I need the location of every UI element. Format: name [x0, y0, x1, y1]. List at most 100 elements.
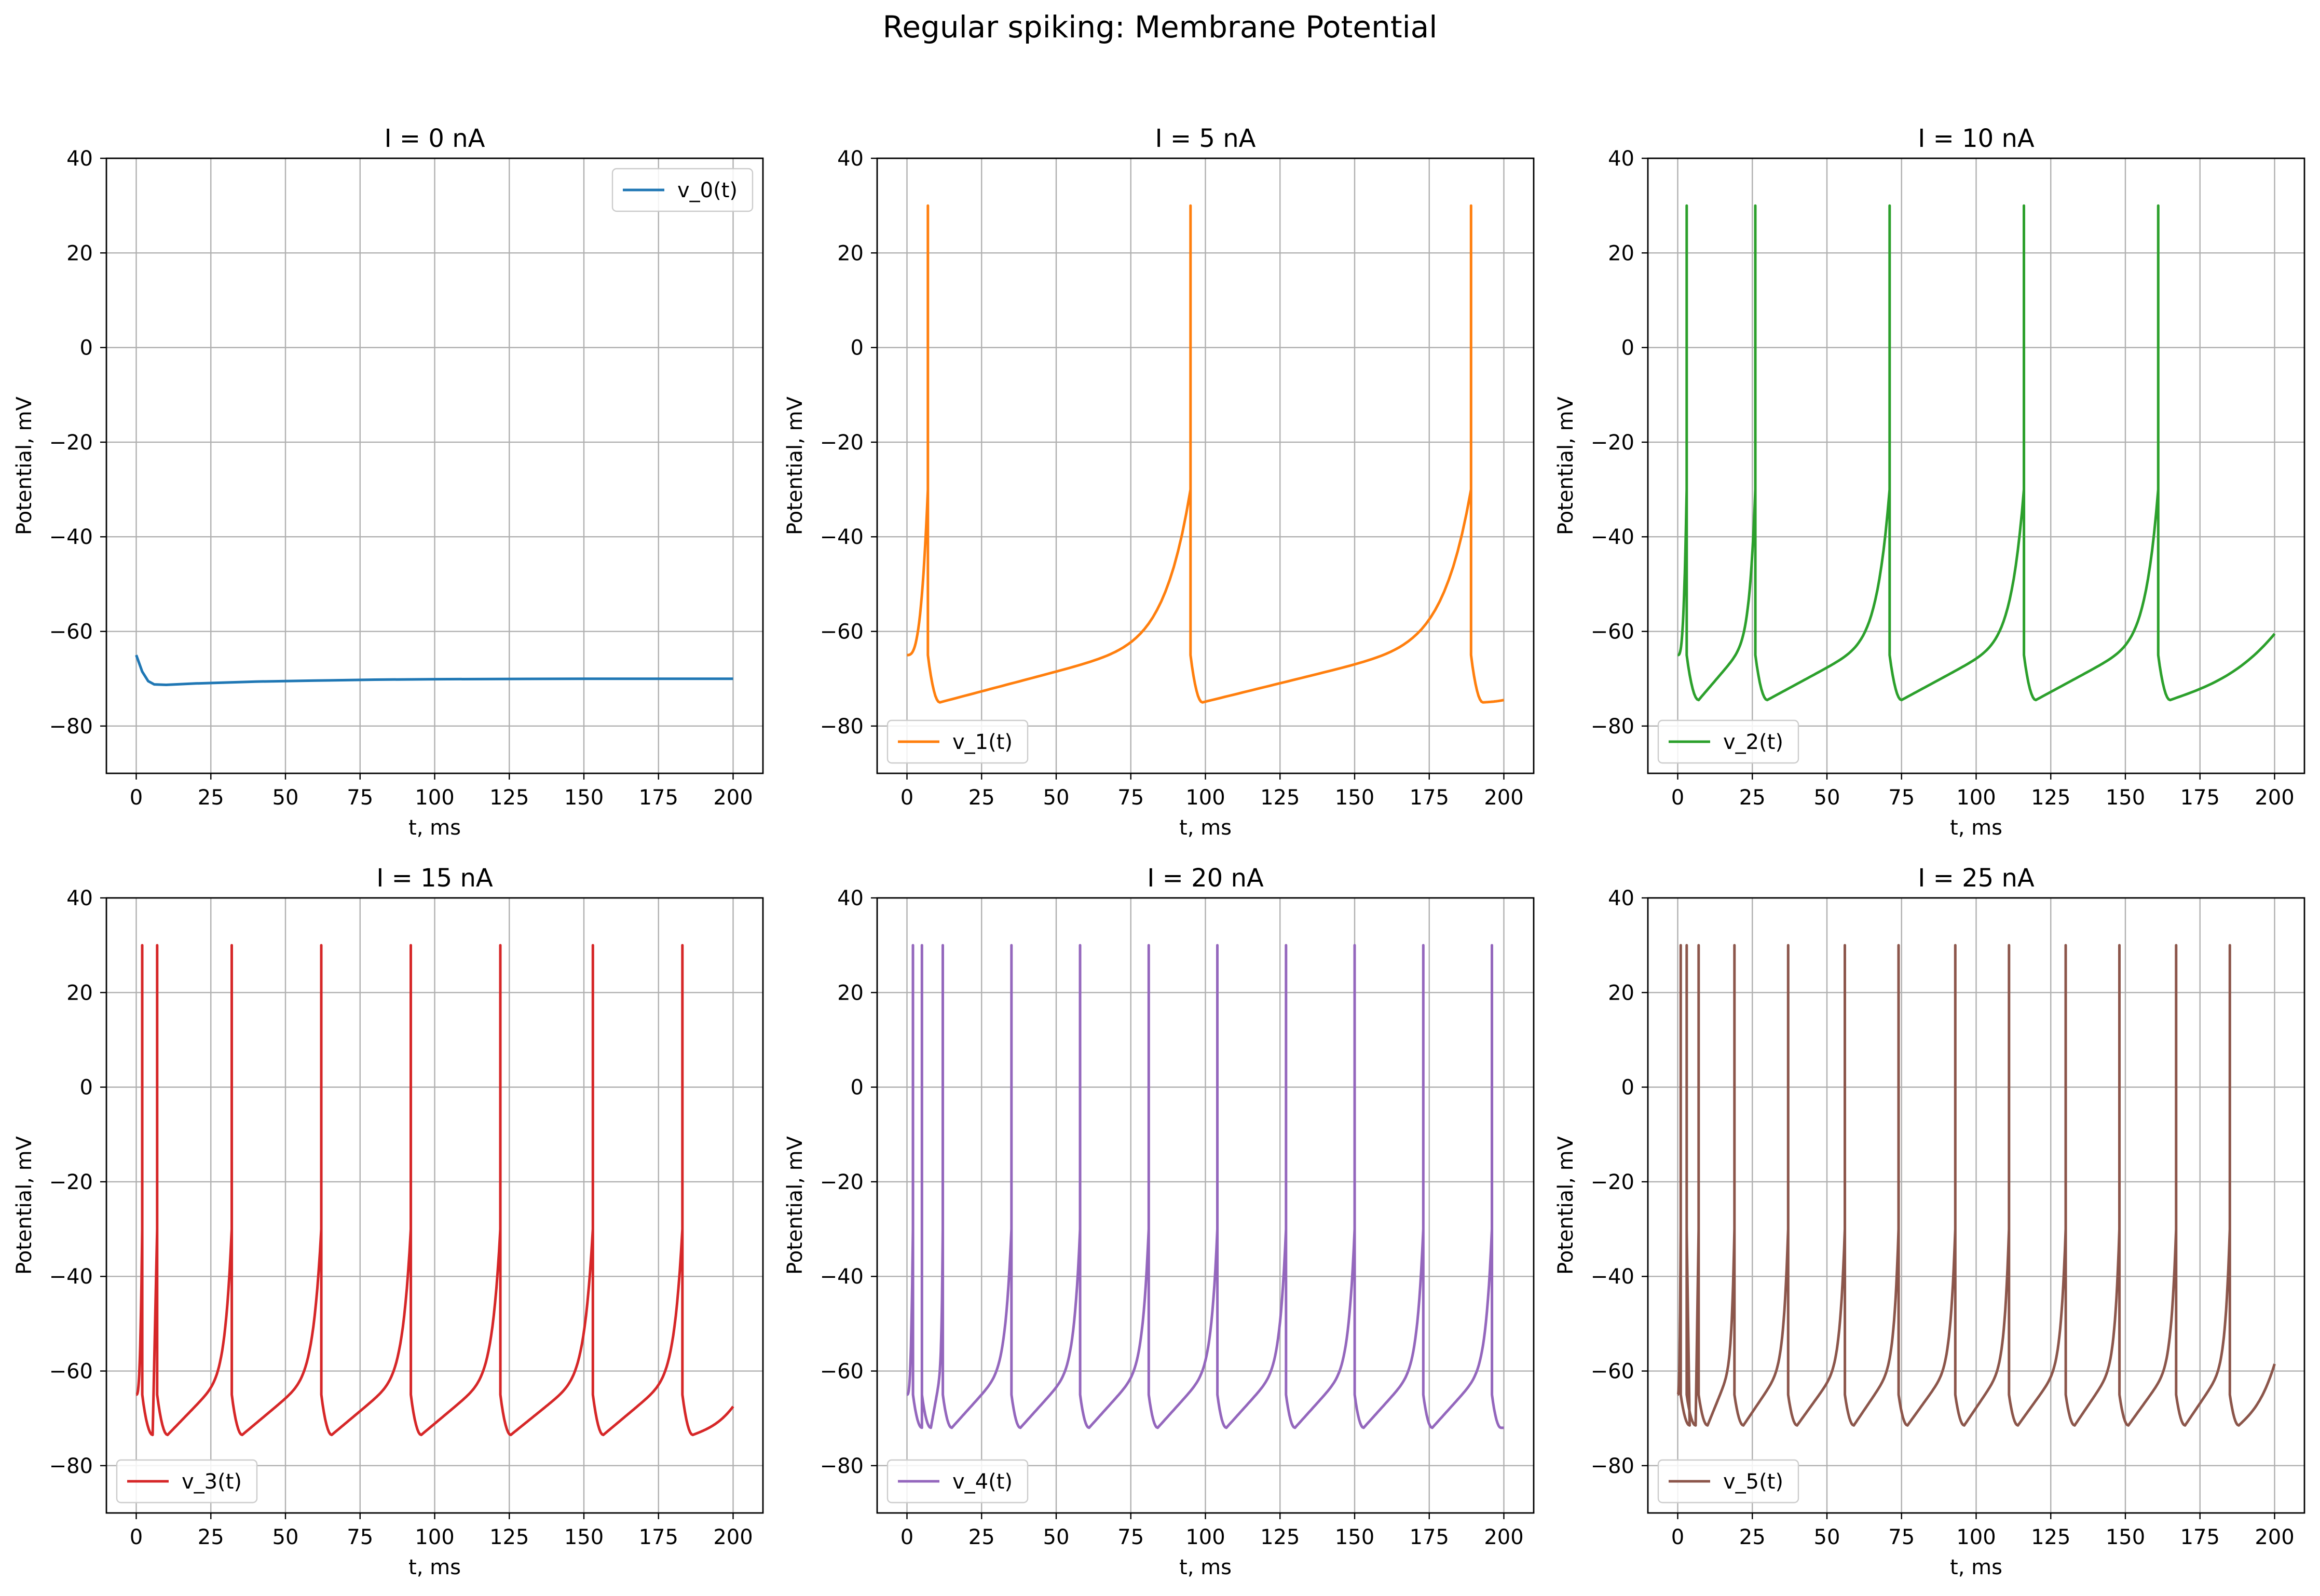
x-tick-label: 125	[1260, 1525, 1300, 1549]
x-tick-label: 150	[564, 1525, 604, 1549]
subplot-5: 0 25 50 75 100 125 150 175 200 −80 −60 −40 −20 0 20 40 I…	[783, 864, 1535, 1579]
x-tick-label: 75	[1117, 1525, 1144, 1549]
x-tick-label: 50	[1043, 1525, 1070, 1549]
y-tick-label: −60	[820, 620, 864, 644]
x-tick-label: 200	[1484, 786, 1523, 810]
x-tick-label: 100	[1956, 786, 1996, 810]
y-tick-label: −40	[49, 525, 93, 549]
x-tick-label: 150	[2106, 1525, 2145, 1549]
y-tick-label: −80	[820, 1454, 864, 1478]
subplot-6: 0 25 50 75 100 125 150 175 200 −80 −60 −40 −20 0 20 40 I…	[1554, 864, 2305, 1579]
x-axis-label: t, ms	[1179, 816, 1232, 840]
x-tick-label: 125	[1260, 786, 1300, 810]
series-line-v_5(t)	[1676, 944, 2276, 1427]
subplot-title: I = 25 nA	[1918, 864, 2035, 893]
legend: v_5(t)	[1657, 1459, 1799, 1504]
y-tick-label: −60	[49, 620, 93, 644]
x-tick-label: 200	[713, 786, 753, 810]
x-tick-label: 25	[198, 1525, 224, 1549]
x-tick-label: 75	[1888, 1525, 1915, 1549]
y-tick-label: −60	[49, 1360, 93, 1384]
legend-box	[1657, 719, 1799, 764]
x-tick-label: 200	[2255, 1525, 2294, 1549]
x-tick-label: 175	[639, 786, 678, 810]
y-tick-label: 20	[66, 981, 93, 1005]
legend: v_4(t)	[886, 1459, 1029, 1504]
y-tick-label: −20	[1591, 1170, 1634, 1194]
x-tick-label: 50	[272, 1525, 299, 1549]
x-tick-label: 175	[2180, 1525, 2220, 1549]
legend-label: v_5(t)	[1723, 1470, 1783, 1494]
y-tick-label: −40	[820, 1265, 864, 1289]
x-tick-label: 75	[1888, 786, 1915, 810]
y-tick-label: 0	[80, 1076, 93, 1100]
series-line-v_3(t)	[135, 944, 734, 1437]
x-tick-label: 0	[1671, 786, 1684, 810]
x-tick-label: 100	[415, 786, 454, 810]
x-tick-label: 200	[713, 1525, 753, 1549]
y-tick-label: −80	[1591, 715, 1634, 739]
x-axis-label: t, ms	[408, 1556, 461, 1579]
x-tick-label: 0	[900, 786, 913, 810]
x-tick-label: 175	[1410, 786, 1449, 810]
x-tick-label: 175	[1410, 1525, 1449, 1549]
legend-label: v_2(t)	[1723, 730, 1783, 754]
x-axis-label: t, ms	[1179, 1556, 1232, 1579]
x-tick-label: 200	[2255, 786, 2294, 810]
y-tick-label: 40	[837, 886, 864, 910]
x-tick-label: 125	[2031, 786, 2070, 810]
y-tick-label: −20	[49, 431, 93, 455]
legend-box	[886, 719, 1029, 764]
y-tick-label: −40	[1591, 525, 1634, 549]
x-tick-label: 50	[1814, 1525, 1840, 1549]
y-tick-label: 20	[1608, 241, 1634, 265]
x-axis-label: t, ms	[1950, 1556, 2002, 1579]
y-tick-label: −20	[1591, 431, 1634, 455]
y-tick-label: −60	[1591, 620, 1634, 644]
subplot-title: I = 20 nA	[1147, 864, 1264, 893]
x-tick-label: 100	[415, 1525, 454, 1549]
y-tick-label: 40	[66, 886, 93, 910]
y-tick-label: 40	[1608, 886, 1634, 910]
x-tick-label: 150	[1335, 786, 1374, 810]
x-tick-label: 0	[130, 1525, 143, 1549]
x-tick-label: 175	[639, 1525, 678, 1549]
legend-label: v_0(t)	[677, 179, 738, 202]
legend-label: v_1(t)	[952, 730, 1013, 754]
legend: v_2(t)	[1657, 719, 1799, 764]
x-tick-label: 50	[272, 786, 299, 810]
x-tick-label: 0	[130, 786, 143, 810]
y-tick-label: 20	[837, 981, 864, 1005]
x-tick-label: 175	[2180, 786, 2220, 810]
subplot-4: 0 25 50 75 100 125 150 175 200 −80 −60 −40 −20 0 20 40 I…	[12, 864, 764, 1579]
subplot-title: I = 0 nA	[385, 124, 485, 153]
y-axis-label: Potential, mV	[1554, 1136, 1578, 1275]
y-tick-label: −60	[1591, 1360, 1634, 1384]
x-tick-label: 50	[1814, 786, 1840, 810]
x-tick-label: 25	[968, 786, 995, 810]
figure-title: Regular spiking: Membrane Potential	[882, 9, 1438, 45]
y-tick-label: 0	[851, 1076, 864, 1100]
x-tick-label: 125	[2031, 1525, 2070, 1549]
y-tick-label: −80	[49, 715, 93, 739]
y-tick-label: −20	[820, 1170, 864, 1194]
subplot-title: I = 5 nA	[1155, 124, 1256, 153]
legend: v_1(t)	[886, 719, 1029, 764]
y-tick-label: −40	[49, 1265, 93, 1289]
x-tick-label: 25	[1739, 1525, 1766, 1549]
y-axis-label: Potential, mV	[12, 396, 36, 535]
x-axis-label: t, ms	[1950, 816, 2002, 840]
x-tick-label: 100	[1185, 786, 1225, 810]
subplot-1: 0 25 50 75 100 125 150 175 200 −80 −60 −40 −20 0 20 40 I…	[12, 124, 764, 840]
x-tick-label: 150	[1335, 1525, 1374, 1549]
x-axis-label: t, ms	[408, 816, 461, 840]
subplot-3: 0 25 50 75 100 125 150 175 200 −80 −60 −40 −20 0 20 40 I…	[1554, 124, 2305, 840]
y-axis-label: Potential, mV	[783, 1136, 807, 1275]
y-axis-label: Potential, mV	[12, 1136, 36, 1275]
y-tick-label: −80	[820, 715, 864, 739]
legend-box	[611, 168, 754, 212]
legend: v_0(t)	[611, 168, 754, 212]
x-tick-label: 100	[1185, 1525, 1225, 1549]
legend-box	[886, 1459, 1029, 1504]
